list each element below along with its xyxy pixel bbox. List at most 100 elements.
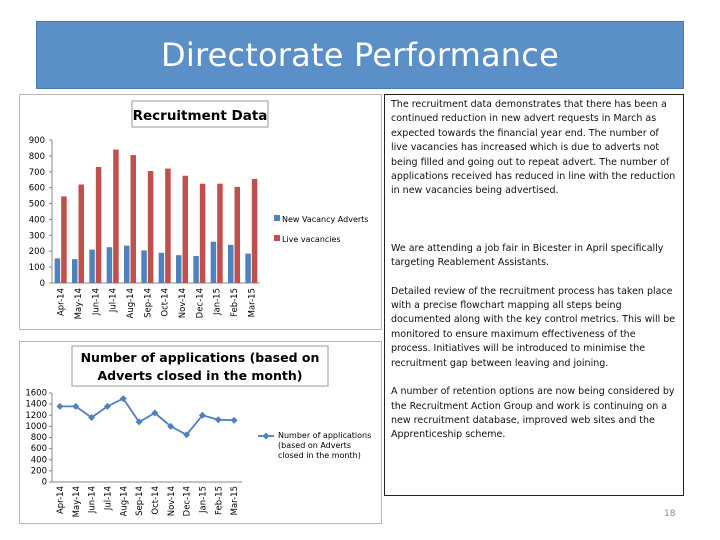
bar-live-vacancies xyxy=(78,184,84,283)
x-tick-label: Jul-14 xyxy=(109,288,119,313)
y-tick-label: 800 xyxy=(31,433,47,443)
bar-live-vacancies xyxy=(199,183,206,283)
legend-label-applications-line: closed in the month) xyxy=(278,451,361,460)
applications-chart-svg: Number of applications (based on Adverts … xyxy=(25,345,371,517)
x-tick-label: Dec-14 xyxy=(195,288,205,318)
bar-new-vacancy-adverts xyxy=(245,253,251,283)
y-tick-label: 600 xyxy=(29,184,45,194)
data-point-applications xyxy=(183,431,191,439)
legend-label-applications-line: Number of applications xyxy=(278,431,371,440)
y-tick-label: 1200 xyxy=(25,411,47,421)
x-tick-label: May-14 xyxy=(74,288,84,319)
x-tick-label: Apr-14 xyxy=(56,486,66,514)
bar-new-vacancy-adverts xyxy=(158,252,165,283)
y-tick-label: 700 xyxy=(29,168,45,178)
legend-label-new-vacancy-adverts: New Vacancy Adverts xyxy=(282,215,368,224)
chart-title: Recruitment Data xyxy=(133,108,268,124)
bar-new-vacancy-adverts xyxy=(106,247,113,283)
legend-label-live-vacancies: Live vacancies xyxy=(282,235,341,244)
data-point-applications xyxy=(103,402,111,410)
chart-title-line-2: Adverts closed in the month) xyxy=(97,368,302,383)
recruitment-chart: Recruitment Data 0 100 200 300 400 500 600 700 80… xyxy=(19,94,382,330)
paragraph-process-review: Detailed review of the recruitment proce… xyxy=(391,285,676,369)
paragraph-job-fair: We are attending a job fair in Bicester … xyxy=(391,242,664,269)
x-tick-label: Oct-14 xyxy=(161,288,171,317)
y-tick-label: 300 xyxy=(29,231,45,241)
x-tick-label: Oct-14 xyxy=(151,486,161,515)
bar-new-vacancy-adverts xyxy=(54,258,61,283)
series-line-applications xyxy=(59,397,235,436)
bar-live-vacancies xyxy=(95,167,102,283)
page-title: Directorate Performance xyxy=(161,36,559,74)
commentary-panel: The recruitment data demonstrates that t… xyxy=(384,94,684,496)
x-tick-label: May-14 xyxy=(72,486,82,517)
x-tick-label: Mar-15 xyxy=(230,486,240,515)
legend-swatch-new-vacancy-adverts xyxy=(274,215,280,221)
data-point-applications xyxy=(135,418,143,426)
x-tick-label: Aug-14 xyxy=(126,288,136,318)
page-number: 18 xyxy=(664,509,676,519)
y-tick-label: 1400 xyxy=(25,400,47,410)
bar-live-vacancies xyxy=(234,186,240,283)
data-point-applications xyxy=(119,395,127,403)
y-tick-label: 200 xyxy=(29,247,45,257)
bar-new-vacancy-adverts xyxy=(176,255,182,283)
legend-marker-applications xyxy=(262,432,270,440)
y-tick-label: 200 xyxy=(31,466,47,476)
bar-live-vacancies xyxy=(147,170,154,283)
y-tick-label: 1600 xyxy=(25,389,47,399)
bar-new-vacancy-adverts xyxy=(228,244,234,283)
bar-new-vacancy-adverts xyxy=(89,249,95,283)
x-tick-label: Jun-14 xyxy=(88,486,98,514)
bar-live-vacancies xyxy=(130,155,136,283)
x-tick-label: Nov-14 xyxy=(178,288,188,318)
data-point-applications xyxy=(72,402,80,410)
data-point-applications xyxy=(230,416,238,424)
x-tick-label: Dec-14 xyxy=(183,486,193,516)
x-tick-label: Feb-15 xyxy=(214,486,224,515)
data-point-applications xyxy=(151,409,159,417)
x-tick-label: Apr-14 xyxy=(57,288,67,316)
title-bar: Directorate Performance xyxy=(36,21,684,89)
chart-title-box xyxy=(71,345,329,387)
legend-swatch-live-vacancies xyxy=(274,235,280,241)
y-tick-label: 600 xyxy=(31,444,47,454)
bar-new-vacancy-adverts xyxy=(72,259,78,283)
y-tick-label: 100 xyxy=(29,263,45,273)
x-tick-label: Nov-14 xyxy=(167,486,177,516)
x-tick-label: Jan-15 xyxy=(213,288,223,316)
x-tick-label: Jun-14 xyxy=(91,288,101,316)
bar-new-vacancy-adverts xyxy=(124,245,130,283)
y-tick-label: 0 xyxy=(40,279,45,289)
data-point-applications xyxy=(56,402,64,410)
data-point-applications xyxy=(88,413,96,421)
chart-title-line-1: Number of applications (based on xyxy=(81,350,320,365)
bar-live-vacancies xyxy=(165,168,171,283)
bar-new-vacancy-adverts xyxy=(193,255,199,283)
legend-label-applications-line: (based on Adverts xyxy=(278,441,351,450)
x-tick-label: Feb-15 xyxy=(230,288,240,317)
x-tick-label: Jul-14 xyxy=(103,486,113,511)
y-tick-label: 400 xyxy=(31,455,47,465)
y-tick-label: 400 xyxy=(29,215,45,225)
data-point-applications xyxy=(167,422,175,430)
x-tick-label: Mar-15 xyxy=(247,288,257,317)
recruitment-chart-svg: Recruitment Data 0 100 200 300 400 500 600 700 80… xyxy=(29,100,368,319)
y-tick-label: 900 xyxy=(29,136,45,146)
y-tick-label: 800 xyxy=(29,152,45,162)
paragraph-recruitment-summary: The recruitment data demonstrates that t… xyxy=(391,99,676,197)
x-tick-label: Sep-14 xyxy=(135,486,145,516)
paragraph-retention: A number of retention options are now be… xyxy=(391,386,675,441)
y-tick-label: 1000 xyxy=(25,422,47,432)
bar-live-vacancies xyxy=(217,183,223,283)
x-tick-label: Aug-14 xyxy=(119,486,129,516)
chart-title-box xyxy=(131,100,269,128)
bar-live-vacancies xyxy=(113,149,119,283)
applications-chart: Number of applications (based on Adverts … xyxy=(19,341,382,524)
bar-live-vacancies xyxy=(182,175,188,283)
y-tick-label: 500 xyxy=(29,200,45,210)
x-tick-label: Jan-15 xyxy=(198,486,208,514)
bar-new-vacancy-adverts xyxy=(141,250,147,283)
data-point-applications xyxy=(214,416,222,424)
bar-new-vacancy-adverts xyxy=(210,241,217,283)
